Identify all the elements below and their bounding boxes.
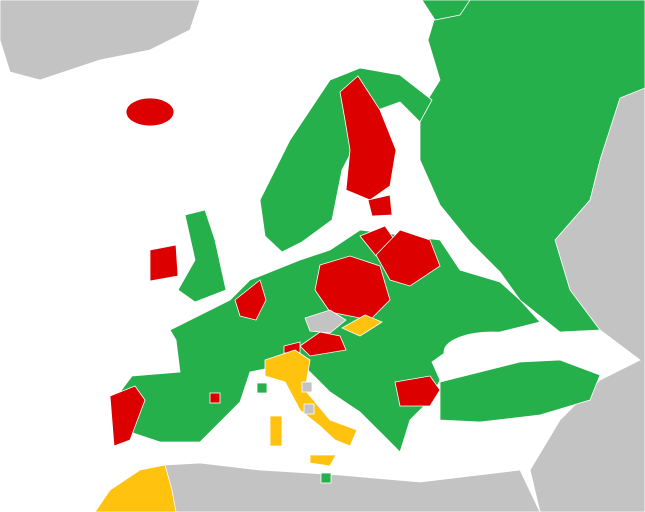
- greenland: [0, 0, 201, 81]
- sardinia: [269, 415, 283, 447]
- iceland: [125, 97, 175, 127]
- belarus: [375, 229, 441, 287]
- north-africa: [164, 462, 541, 512]
- uk: [177, 209, 227, 303]
- austria: [299, 331, 347, 357]
- vatican-marker: [303, 403, 315, 415]
- andorra-marker: [209, 392, 221, 404]
- estonia: [367, 194, 393, 217]
- bulgaria: [394, 375, 441, 407]
- malta-marker: [320, 472, 332, 484]
- finland: [339, 75, 397, 201]
- sicily: [309, 454, 337, 467]
- italy: [264, 349, 358, 447]
- slovakia: [341, 314, 383, 337]
- san-marino-marker: [301, 381, 313, 393]
- poland: [314, 255, 391, 321]
- turkey: [439, 359, 601, 423]
- scandinavia: [259, 67, 433, 253]
- morocco: [94, 464, 177, 512]
- czechia: [304, 309, 347, 334]
- svalbard: [421, 0, 471, 21]
- portugal: [109, 385, 146, 447]
- ireland: [149, 244, 179, 282]
- monaco-marker: [256, 382, 268, 394]
- benelux: [234, 279, 267, 321]
